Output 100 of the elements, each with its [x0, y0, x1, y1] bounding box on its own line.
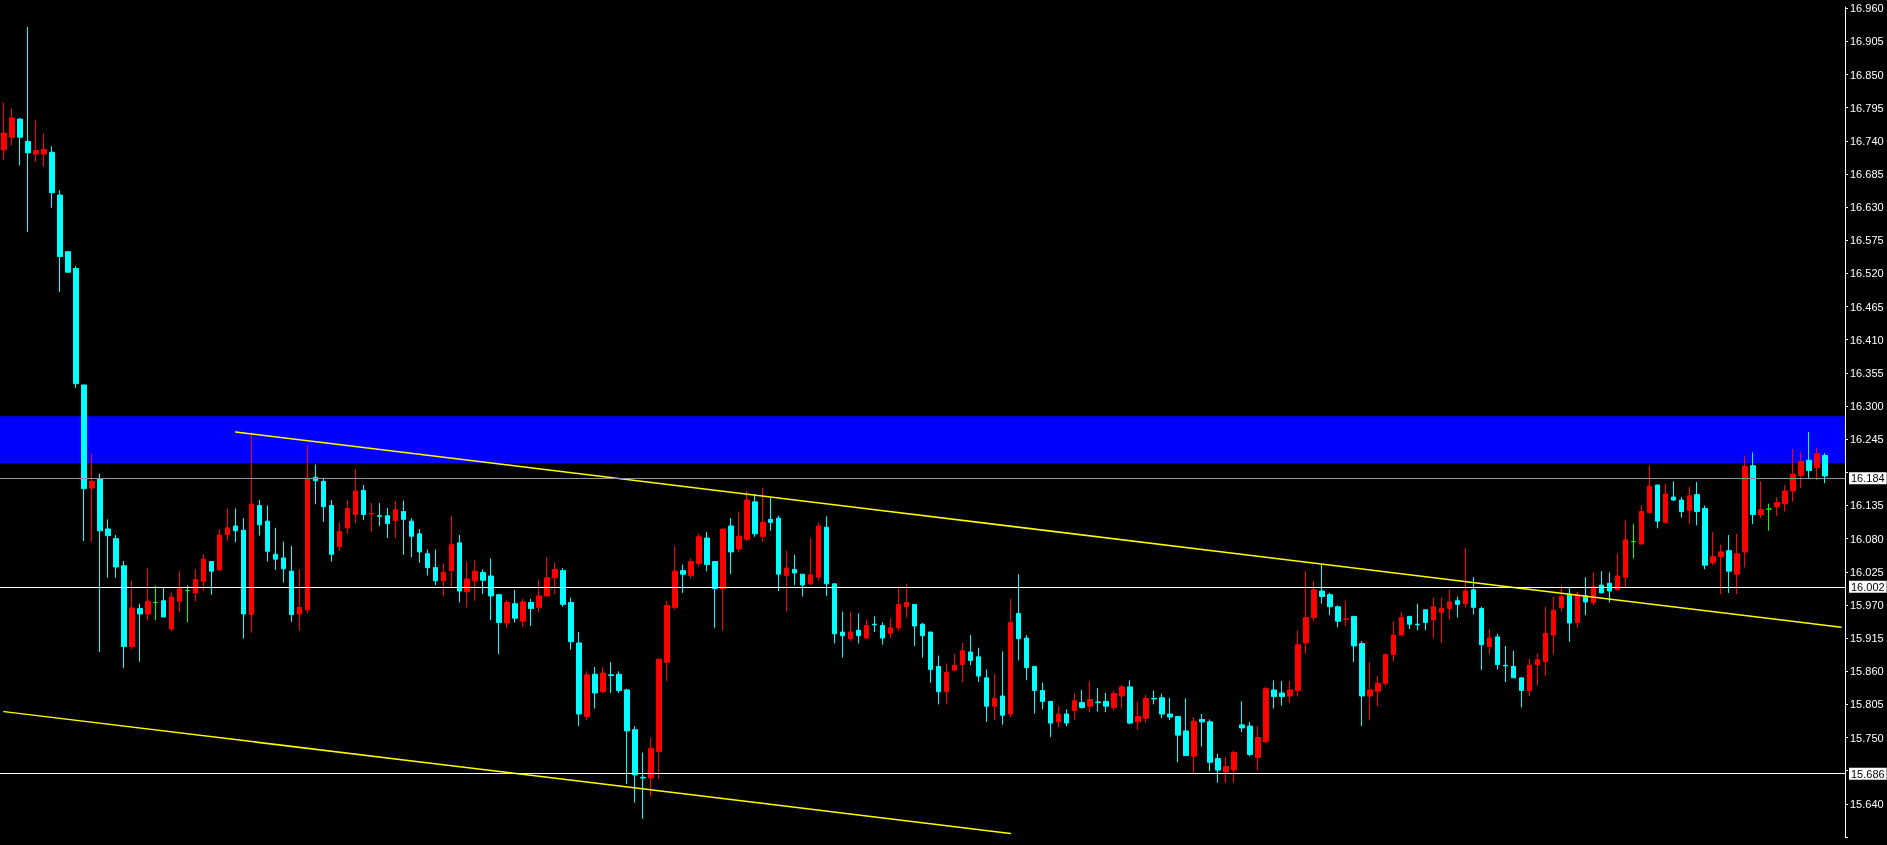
- candlestick: [472, 559, 478, 602]
- y-tick-label: 16.355: [1850, 366, 1884, 379]
- candlestick: [1543, 606, 1548, 677]
- candlestick: [361, 484, 366, 521]
- candlestick: [720, 528, 726, 632]
- candlestick: [832, 582, 837, 645]
- candlestick: [345, 499, 350, 535]
- candlestick: [153, 585, 158, 621]
- candlestick: [193, 568, 198, 602]
- y-tick-label: 15.970: [1850, 598, 1884, 611]
- candlestick: [952, 653, 957, 672]
- candlestick: [1175, 715, 1181, 763]
- candlestick: [1774, 496, 1780, 517]
- candlestick: [433, 548, 438, 586]
- candlestick: [864, 618, 869, 640]
- candlestick: [321, 477, 326, 523]
- candlestick: [1535, 653, 1540, 687]
- candlestick: [73, 265, 79, 389]
- candlestick: [1000, 650, 1005, 726]
- candlestick: [249, 432, 254, 634]
- y-tick-label: 16.300: [1850, 400, 1884, 413]
- candlestick: [784, 550, 789, 613]
- candlestick: [1072, 692, 1077, 721]
- candlestick: [1407, 615, 1412, 630]
- candlestick: [145, 567, 151, 622]
- candlestick: [1271, 679, 1277, 710]
- candlestick: [177, 570, 182, 613]
- candlestick: [480, 568, 486, 595]
- candlestick: [1215, 753, 1221, 784]
- candlestick: [976, 647, 981, 683]
- candlestick: [528, 598, 534, 627]
- candlestick: [1167, 697, 1173, 721]
- candlestick: [1742, 454, 1748, 569]
- candlestick: [297, 568, 302, 632]
- candlestick: [1223, 756, 1229, 784]
- candlestick: [1351, 615, 1357, 663]
- candlestick: [1623, 520, 1628, 589]
- candlestick: [1191, 716, 1197, 774]
- candlestick: [1008, 598, 1013, 718]
- candlestick: [65, 251, 71, 273]
- candlestick: [129, 580, 135, 651]
- candlestick: [217, 528, 222, 572]
- candlestick: [624, 688, 630, 785]
- candlestick: [992, 673, 997, 721]
- candlestick: [1575, 591, 1580, 629]
- candlestick: [273, 527, 278, 571]
- candlestick: [824, 515, 829, 597]
- candlestick: [1303, 570, 1309, 655]
- candlestick: [1471, 576, 1476, 616]
- candlestick: [704, 531, 710, 572]
- candlestick: [1687, 486, 1692, 525]
- candlestick: [928, 631, 933, 684]
- candlestick: [401, 500, 406, 556]
- candlestick: [313, 463, 318, 505]
- y-tick-label: 15.860: [1850, 665, 1884, 678]
- candlestick: [1319, 564, 1325, 605]
- candlestick: [441, 562, 446, 597]
- candlestick: [496, 593, 502, 655]
- candlestick: [1734, 533, 1740, 595]
- candlestick: [888, 617, 893, 639]
- candlestick: [1103, 692, 1109, 713]
- candlestick: [81, 384, 87, 542]
- candlestick: [425, 548, 430, 576]
- candlestick: [1040, 682, 1045, 710]
- candlestick: [536, 579, 542, 613]
- candlestick: [1287, 680, 1293, 704]
- y-tick-label: 16.465: [1850, 300, 1884, 313]
- candlestick: [856, 612, 861, 645]
- candlestick: [1750, 451, 1756, 525]
- candlestick: [728, 517, 734, 575]
- candlestick: [1679, 496, 1684, 519]
- y-tick-label: 16.520: [1850, 267, 1884, 280]
- candlestick: [656, 658, 662, 780]
- candlestick: [121, 560, 127, 669]
- candlestick: [257, 499, 262, 537]
- candlestick: [41, 133, 47, 168]
- candlestick: [760, 487, 766, 543]
- candlestick: [1183, 697, 1189, 757]
- candlestick: [1095, 687, 1101, 713]
- candlestick: [1127, 679, 1133, 725]
- candlestick: [1702, 504, 1708, 570]
- candlestick: [560, 567, 566, 608]
- candlestick: [1479, 606, 1484, 671]
- candlestick: [584, 670, 590, 721]
- candlestick: [960, 642, 965, 683]
- candlestick: [600, 666, 606, 694]
- candlestick: [113, 534, 119, 579]
- candlestick: [968, 634, 973, 666]
- candlestick: [1343, 600, 1349, 627]
- candlestick: [1024, 634, 1029, 681]
- candlestick: [289, 545, 294, 623]
- candlestick: [9, 107, 15, 147]
- candlestick: [1527, 658, 1532, 697]
- candlestick: [1087, 680, 1093, 713]
- candlestick: [792, 554, 797, 586]
- candlestick: [1726, 534, 1732, 594]
- candlestick: [1367, 661, 1373, 720]
- candlestick: [1551, 596, 1556, 655]
- candlestick: [640, 752, 646, 820]
- candlestick: [265, 504, 270, 563]
